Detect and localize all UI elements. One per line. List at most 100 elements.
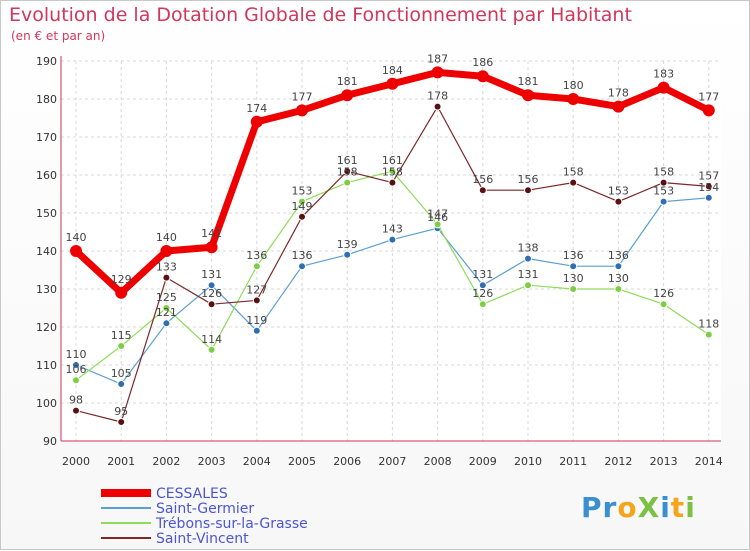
data-point bbox=[70, 245, 82, 257]
data-point bbox=[72, 406, 80, 415]
data-point bbox=[704, 182, 713, 191]
data-point bbox=[386, 77, 399, 90]
data-label: 127 bbox=[246, 283, 267, 296]
data-label: 98 bbox=[69, 394, 83, 407]
data-label: 177 bbox=[698, 90, 719, 103]
y-tick-label: 100 bbox=[36, 397, 57, 410]
data-label: 133 bbox=[156, 261, 177, 274]
data-label: 181 bbox=[337, 75, 358, 88]
data-label: 136 bbox=[563, 249, 584, 262]
data-point bbox=[205, 241, 218, 254]
data-point bbox=[704, 193, 713, 202]
data-label: 183 bbox=[653, 68, 674, 81]
data-point bbox=[478, 300, 487, 309]
data-point bbox=[117, 380, 126, 388]
data-point bbox=[659, 178, 668, 187]
y-tick-label: 190 bbox=[36, 55, 57, 68]
data-point bbox=[388, 167, 397, 176]
legend-label: Trébons-sur-la-Grasse bbox=[155, 516, 308, 532]
data-point bbox=[72, 376, 80, 385]
data-label: 129 bbox=[111, 273, 132, 286]
data-label: 141 bbox=[201, 227, 222, 240]
data-point bbox=[252, 296, 261, 305]
data-point bbox=[524, 281, 532, 290]
data-label: 158 bbox=[653, 166, 674, 179]
y-tick-label: 150 bbox=[36, 207, 57, 220]
data-point bbox=[252, 326, 261, 335]
data-label: 158 bbox=[382, 166, 403, 179]
data-label: 156 bbox=[518, 173, 539, 186]
data-point bbox=[524, 186, 532, 195]
x-tick-label: 2006 bbox=[333, 455, 361, 468]
data-label: 184 bbox=[382, 64, 403, 77]
data-point bbox=[160, 245, 173, 257]
data-label: 126 bbox=[653, 287, 674, 300]
y-tick-label: 160 bbox=[36, 169, 57, 182]
x-tick-label: 2008 bbox=[424, 455, 452, 468]
data-label: 153 bbox=[653, 185, 674, 198]
data-point bbox=[162, 273, 171, 282]
data-label: 158 bbox=[563, 166, 584, 179]
y-tick-label: 180 bbox=[36, 93, 57, 106]
x-tick-label: 2007 bbox=[378, 455, 406, 468]
proxiti-logo: ProXiti bbox=[581, 491, 696, 524]
data-label: 136 bbox=[292, 249, 313, 262]
data-point bbox=[250, 115, 263, 128]
data-point bbox=[388, 235, 397, 244]
data-point bbox=[298, 197, 306, 206]
data-label: 118 bbox=[698, 318, 719, 331]
data-label: 110 bbox=[66, 348, 87, 361]
data-label: 140 bbox=[156, 231, 177, 244]
data-label: 125 bbox=[156, 291, 177, 304]
y-tick-label: 90 bbox=[43, 435, 57, 448]
data-point bbox=[659, 197, 668, 206]
data-label: 138 bbox=[518, 242, 539, 255]
data-point bbox=[343, 178, 352, 187]
data-label: 181 bbox=[518, 75, 539, 88]
data-label: 121 bbox=[156, 306, 177, 319]
data-point bbox=[569, 262, 578, 271]
data-point bbox=[433, 102, 442, 111]
data-point bbox=[476, 70, 489, 83]
data-point bbox=[657, 81, 670, 94]
data-point bbox=[702, 104, 715, 117]
data-point bbox=[569, 285, 578, 293]
data-point bbox=[298, 262, 306, 271]
data-label: 153 bbox=[292, 185, 313, 198]
y-tick-label: 130 bbox=[36, 283, 57, 296]
data-point bbox=[614, 197, 623, 206]
data-point bbox=[433, 220, 442, 229]
chart-title: Evolution de la Dotation Globale de Fonc… bbox=[9, 4, 632, 26]
data-label: 136 bbox=[608, 249, 629, 262]
data-label: 187 bbox=[427, 52, 448, 65]
data-label: 186 bbox=[472, 56, 493, 69]
data-point bbox=[296, 104, 308, 117]
data-label: 157 bbox=[698, 169, 719, 182]
legend-label: Saint-Vincent bbox=[156, 531, 249, 547]
data-label: 174 bbox=[246, 102, 267, 115]
data-label: 146 bbox=[427, 211, 448, 224]
data-point bbox=[252, 262, 261, 271]
data-label: 153 bbox=[608, 185, 629, 198]
y-tick-label: 110 bbox=[36, 359, 57, 372]
data-label: 95 bbox=[114, 405, 128, 418]
data-label: 131 bbox=[472, 268, 493, 281]
data-point bbox=[72, 361, 80, 369]
data-point bbox=[614, 262, 623, 271]
data-label: 178 bbox=[427, 90, 448, 103]
data-label: 180 bbox=[563, 79, 584, 92]
data-point bbox=[704, 330, 713, 339]
data-point bbox=[612, 100, 625, 113]
data-point bbox=[478, 281, 487, 290]
data-point bbox=[162, 304, 171, 312]
x-tick-label: 2013 bbox=[650, 455, 678, 468]
data-point bbox=[207, 345, 216, 354]
data-point bbox=[207, 300, 216, 309]
data-label: 139 bbox=[337, 238, 358, 251]
data-label: 115 bbox=[111, 329, 132, 342]
data-label: 136 bbox=[246, 249, 267, 262]
data-label: 143 bbox=[382, 223, 403, 236]
x-tick-label: 2010 bbox=[514, 455, 542, 468]
data-point bbox=[614, 285, 623, 293]
